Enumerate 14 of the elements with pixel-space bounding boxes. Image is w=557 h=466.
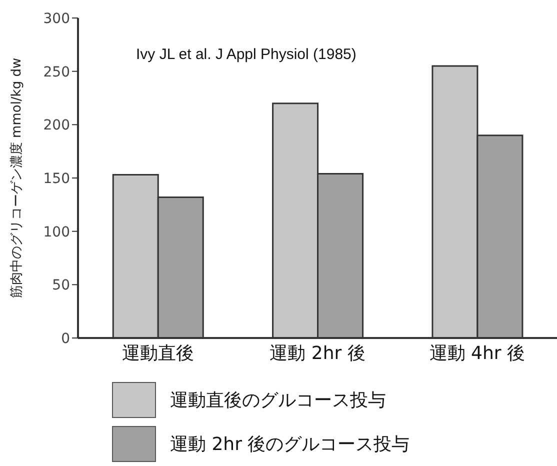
y-tick-label: 0 [61, 330, 70, 347]
y-axis-title: 筋肉中のグリコーゲン濃度 mmol/kg dw [8, 58, 25, 298]
legend-label: 運動直後のグルコース投与 [170, 389, 386, 412]
y-tick-label: 50 [52, 278, 70, 294]
legend-label: 運動 2hr 後のグルコース投与 [170, 433, 410, 456]
y-tick-label: 150 [43, 170, 70, 187]
annotation: Ivy JL et al. J Appl Physiol (1985) [136, 46, 356, 63]
y-tick-label: 200 [43, 118, 70, 134]
y-tick-label: 300 [43, 10, 70, 27]
y-tick-label: 100 [43, 224, 70, 240]
x-tick-label: 運動直後 [122, 342, 194, 364]
y-tick-label: 250 [43, 64, 70, 80]
x-tick-label: 運動 2hr 後 [270, 342, 366, 364]
x-tick-label: 運動 4hr 後 [429, 342, 526, 364]
